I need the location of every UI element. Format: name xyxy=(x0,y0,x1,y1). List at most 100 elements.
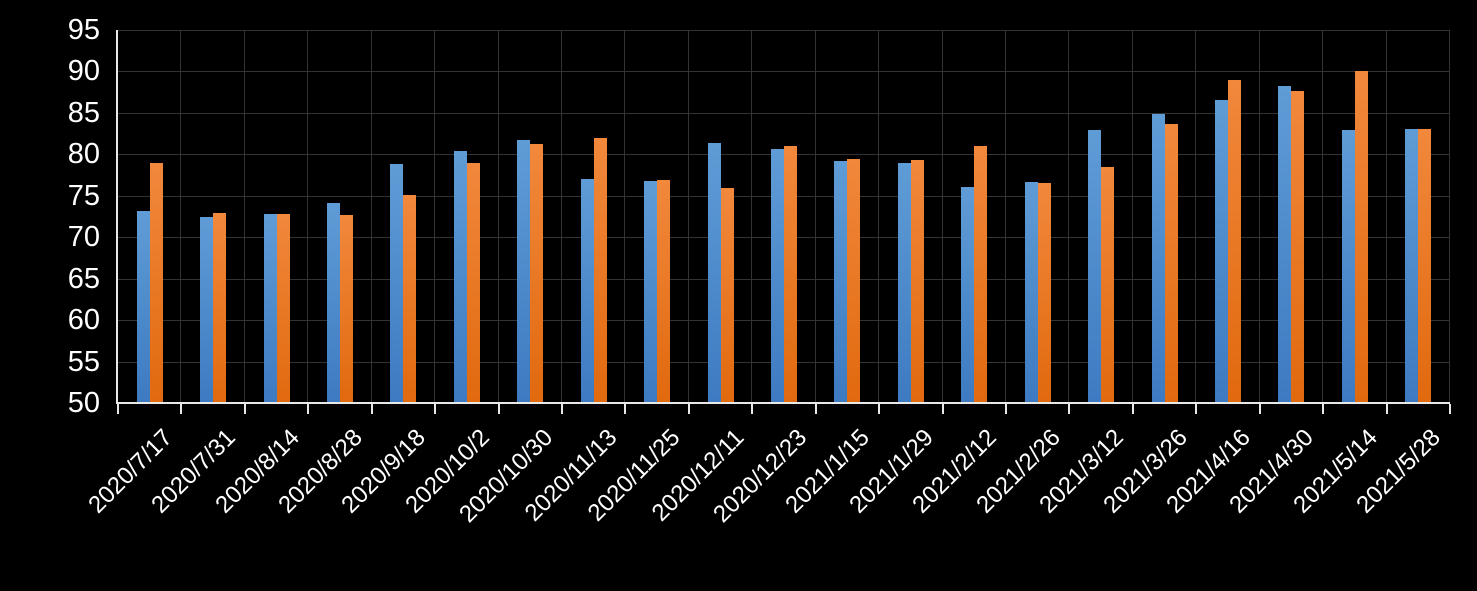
y-axis-label: 95 xyxy=(67,14,100,46)
orange-series-bar xyxy=(467,163,480,403)
orange-series-bar xyxy=(1291,91,1304,403)
gridline-vertical xyxy=(878,30,879,403)
orange-series-bar xyxy=(1355,71,1368,403)
orange-series-bar xyxy=(213,213,226,403)
blue-series-bar xyxy=(1088,130,1101,403)
orange-series-bar xyxy=(911,160,924,403)
blue-series-bar xyxy=(517,140,530,403)
blue-series-bar xyxy=(1278,86,1291,403)
gridline-vertical xyxy=(1005,30,1006,403)
orange-series-bar xyxy=(277,214,290,403)
gridline-vertical xyxy=(942,30,943,403)
orange-series-bar xyxy=(657,180,670,403)
orange-series-bar xyxy=(594,138,607,403)
x-axis-tick xyxy=(815,404,817,414)
x-axis-tick xyxy=(688,404,690,414)
x-axis-tick xyxy=(498,404,500,414)
y-axis-label: 70 xyxy=(67,221,100,253)
orange-series-bar xyxy=(784,146,797,403)
x-axis-tick xyxy=(751,404,753,414)
gridline-vertical xyxy=(751,30,752,403)
y-axis-label: 85 xyxy=(67,97,100,129)
x-axis-tick xyxy=(1386,404,1388,414)
orange-series-bar xyxy=(403,195,416,403)
orange-series-bar xyxy=(1418,129,1431,403)
y-axis-label: 75 xyxy=(67,180,100,212)
blue-series-bar xyxy=(708,143,721,403)
blue-series-bar xyxy=(771,149,784,403)
orange-series-bar xyxy=(1101,167,1114,403)
y-axis-label: 90 xyxy=(67,55,100,87)
blue-series-bar xyxy=(898,163,911,403)
blue-series-bar xyxy=(390,164,403,403)
x-axis-tick xyxy=(307,404,309,414)
gridline-vertical xyxy=(244,30,245,403)
blue-series-bar xyxy=(1342,130,1355,403)
x-axis-line xyxy=(116,402,1450,404)
gridline-vertical xyxy=(180,30,181,403)
orange-series-bar xyxy=(974,146,987,403)
orange-series-bar xyxy=(1228,80,1241,403)
blue-series-bar xyxy=(961,187,974,403)
gridline-horizontal xyxy=(118,71,1450,72)
y-axis-label: 50 xyxy=(67,387,100,419)
x-axis-tick xyxy=(561,404,563,414)
blue-series-bar xyxy=(264,214,277,403)
gridline-vertical xyxy=(561,30,562,403)
gridline-vertical xyxy=(498,30,499,403)
gridline-vertical xyxy=(1386,30,1387,403)
gridline-vertical xyxy=(1259,30,1260,403)
gridline-vertical xyxy=(815,30,816,403)
x-axis-tick xyxy=(1005,404,1007,414)
blue-series-bar xyxy=(137,211,150,403)
gridline-vertical xyxy=(1068,30,1069,403)
orange-series-bar xyxy=(340,215,353,403)
y-axis-label: 55 xyxy=(67,346,100,378)
x-axis-tick xyxy=(371,404,373,414)
orange-series-bar xyxy=(847,159,860,403)
y-axis-line xyxy=(116,30,118,403)
blue-series-bar xyxy=(1215,100,1228,403)
orange-series-bar xyxy=(721,188,734,403)
blue-series-bar xyxy=(834,161,847,403)
y-axis-label: 80 xyxy=(67,138,100,170)
gridline-horizontal xyxy=(118,30,1450,31)
gridline-vertical xyxy=(307,30,308,403)
blue-series-bar xyxy=(581,179,594,403)
x-axis-tick xyxy=(1449,404,1451,414)
x-axis-tick xyxy=(1195,404,1197,414)
x-axis-tick xyxy=(1068,404,1070,414)
gridline-vertical xyxy=(1195,30,1196,403)
gridline-vertical xyxy=(1449,30,1450,403)
blue-series-bar xyxy=(1152,114,1165,403)
x-axis-tick xyxy=(624,404,626,414)
blue-series-bar xyxy=(1405,129,1418,403)
blue-series-bar xyxy=(200,217,213,403)
gridline-vertical xyxy=(1322,30,1323,403)
plot-area xyxy=(118,30,1450,403)
x-axis-tick xyxy=(942,404,944,414)
x-axis-tick xyxy=(180,404,182,414)
gridline-vertical xyxy=(1132,30,1133,403)
x-axis-tick xyxy=(1259,404,1261,414)
y-axis-label: 65 xyxy=(67,263,100,295)
x-axis-tick xyxy=(434,404,436,414)
y-axis-label: 60 xyxy=(67,304,100,336)
gridline-vertical xyxy=(624,30,625,403)
gridline-vertical xyxy=(688,30,689,403)
orange-series-bar xyxy=(150,163,163,403)
orange-series-bar xyxy=(1165,124,1178,403)
x-axis-tick xyxy=(878,404,880,414)
orange-series-bar xyxy=(1038,183,1051,403)
gridline-vertical xyxy=(434,30,435,403)
x-axis-tick xyxy=(244,404,246,414)
x-axis-tick xyxy=(1132,404,1134,414)
x-axis-tick xyxy=(1322,404,1324,414)
gridline-vertical xyxy=(371,30,372,403)
blue-series-bar xyxy=(1025,182,1038,403)
blue-series-bar xyxy=(644,181,657,403)
orange-series-bar xyxy=(530,144,543,403)
x-axis-tick xyxy=(117,404,119,414)
gridline-horizontal xyxy=(118,113,1450,114)
